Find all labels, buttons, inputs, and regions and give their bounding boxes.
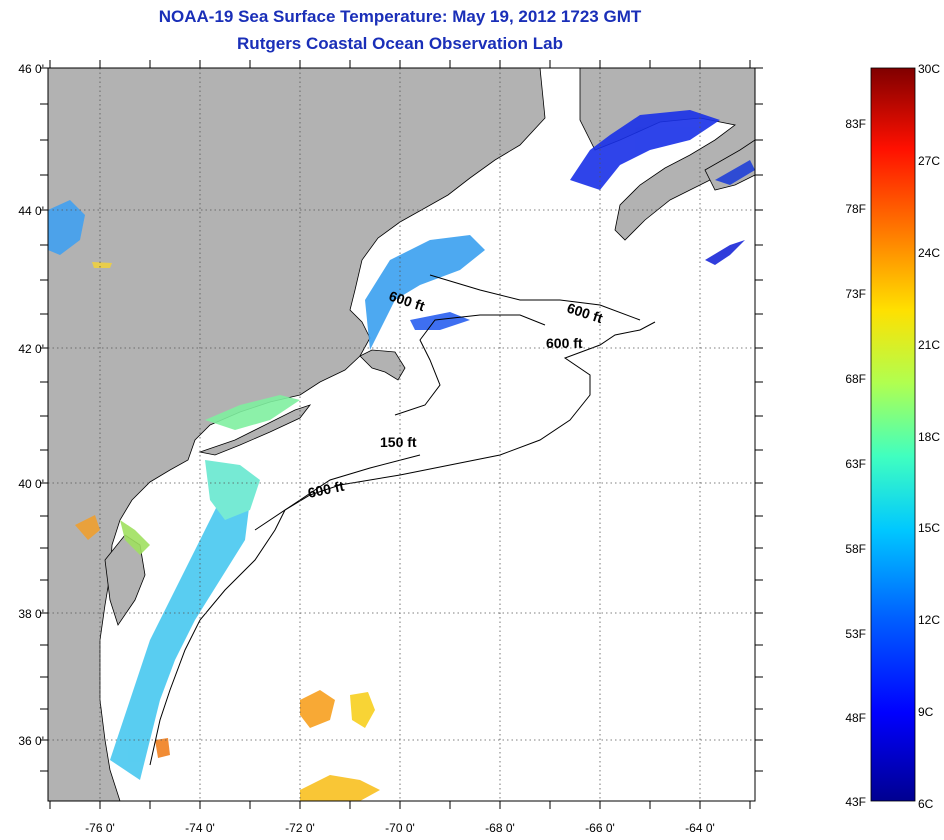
lon-label: -66 0' (585, 821, 615, 835)
land-long-island (198, 404, 312, 456)
colorbar-celsius-label: 21C (918, 338, 940, 352)
colorbar-fahrenheit-label: 63F (845, 457, 866, 471)
colorbar-celsius-label: 9C (918, 705, 934, 719)
map-frame (47, 67, 756, 802)
lat-label: 44 0' (18, 204, 44, 218)
contour-label: 600 ft (306, 478, 345, 501)
lat-lon-grid (48, 68, 755, 801)
sst-data-layer (48, 110, 755, 801)
colorbar-celsius-label: 6C (918, 797, 934, 811)
colorbar-celsius-label: 30C (918, 62, 940, 76)
axis-ticks (40, 60, 763, 809)
colorbar-celsius-label: 27C (918, 154, 940, 168)
latitude-labels: 46 0' 44 0' 42 0' 40 0' 38 0' 36 0' (18, 62, 44, 748)
lat-label: 46 0' (18, 62, 44, 76)
colorbar-fahrenheit-label: 53F (845, 627, 866, 641)
land-cape-cod (359, 349, 406, 381)
contour-label: 150 ft (380, 434, 417, 450)
colorbar-fahrenheit-label: 68F (845, 372, 866, 386)
colorbar-fahrenheit-label: 73F (845, 287, 866, 301)
colorbar-celsius-labels: 30C 27C 24C 21C 18C 15C 12C 9C 6C (918, 62, 940, 811)
lat-label: 42 0' (18, 342, 44, 356)
colorbar-fahrenheit-label: 58F (845, 542, 866, 556)
colorbar (870, 67, 916, 802)
lon-label: -76 0' (85, 821, 115, 835)
colorbar-fahrenheit-label: 43F (845, 795, 866, 809)
lon-label: -70 0' (385, 821, 415, 835)
lat-label: 38 0' (18, 607, 44, 621)
colorbar-celsius-label: 18C (918, 430, 940, 444)
lon-label: -64 0' (685, 821, 715, 835)
colorbar-celsius-label: 12C (918, 613, 940, 627)
colorbar-fahrenheit-labels: 83F 78F 73F 68F 63F 58F 53F 48F 43F (845, 117, 866, 809)
map-subtitle: Rutgers Coastal Ocean Observation Lab (237, 34, 563, 53)
lon-label: -74 0' (185, 821, 215, 835)
colorbar-celsius-label: 15C (918, 521, 940, 535)
lat-label: 40 0' (18, 477, 44, 491)
lon-label: -72 0' (285, 821, 315, 835)
colorbar-fahrenheit-label: 78F (845, 202, 866, 216)
colorbar-celsius-label: 24C (918, 246, 940, 260)
colorbar-fahrenheit-label: 83F (845, 117, 866, 131)
colorbar-fahrenheit-label: 48F (845, 711, 866, 725)
contour-label: 600 ft (546, 335, 583, 351)
lat-label: 36 0' (18, 734, 44, 748)
depth-contours (149, 274, 656, 766)
map-title: NOAA-19 Sea Surface Temperature: May 19,… (158, 7, 642, 26)
lon-label: -68 0' (485, 821, 515, 835)
longitude-labels: -76 0' -74 0' -72 0' -70 0' -68 0' -66 0… (85, 821, 715, 835)
